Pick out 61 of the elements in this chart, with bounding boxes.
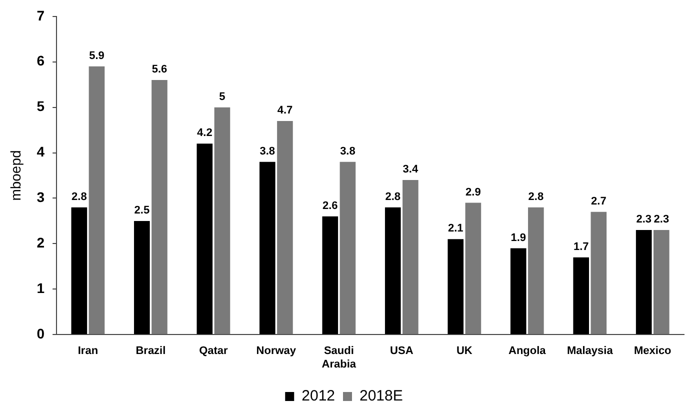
bar xyxy=(152,80,168,334)
bar xyxy=(214,107,230,334)
y-tick-label: 5 xyxy=(36,98,45,114)
legend-label: 2018E xyxy=(360,388,403,405)
y-tick-label: 2 xyxy=(36,234,45,251)
data-label: 1.9 xyxy=(510,232,526,244)
y-tick-label: 3 xyxy=(36,189,45,206)
data-label: 5 xyxy=(219,90,226,103)
x-tick-label: USA xyxy=(390,345,414,358)
bar xyxy=(448,239,464,334)
x-tick-label: Norway xyxy=(256,345,297,358)
bar xyxy=(402,180,418,334)
y-axis-title: mboepd xyxy=(7,150,24,201)
data-label: 5.6 xyxy=(152,64,168,76)
bar xyxy=(340,162,356,334)
bar xyxy=(636,230,652,334)
data-label: 3.8 xyxy=(340,145,356,158)
y-tick-label: 0 xyxy=(36,325,45,342)
bar xyxy=(573,257,590,334)
x-tick-label: Iran xyxy=(78,345,98,358)
data-label: 2.8 xyxy=(72,190,87,203)
x-tick-label: Mexico xyxy=(634,345,672,358)
x-tick-label: Malaysia xyxy=(566,345,614,358)
data-label: 3.8 xyxy=(260,145,276,158)
data-label: 2.1 xyxy=(448,222,464,235)
bar xyxy=(384,207,401,334)
y-tick-label: 7 xyxy=(36,7,45,24)
x-tick-label: Saudi Arabia xyxy=(322,345,357,370)
bar xyxy=(465,202,482,334)
x-tick-label: Qatar xyxy=(199,345,229,358)
bar xyxy=(510,248,526,334)
data-label: 2.3 xyxy=(636,214,652,226)
x-tick-label: Angola xyxy=(508,345,547,358)
bar xyxy=(590,212,607,334)
data-label: 2.8 xyxy=(385,190,401,203)
data-label: 2.6 xyxy=(322,200,338,212)
data-label: 2.9 xyxy=(466,186,481,198)
legend-label: 2012 xyxy=(302,388,336,405)
data-label: 2.5 xyxy=(134,204,150,216)
data-label: 2.7 xyxy=(591,195,606,208)
x-tick-label: Brazil xyxy=(136,345,166,358)
y-tick-label: 1 xyxy=(36,280,45,296)
data-label: 4.2 xyxy=(197,127,212,140)
bar xyxy=(88,66,105,334)
data-label: 2.8 xyxy=(528,190,544,203)
bar xyxy=(134,220,150,334)
bar xyxy=(71,207,88,334)
x-tick-label: UK xyxy=(456,345,472,358)
bar xyxy=(528,207,544,334)
bar xyxy=(322,216,338,334)
data-label: 3.4 xyxy=(402,164,419,176)
bar xyxy=(654,230,670,334)
bar xyxy=(196,144,213,334)
data-label: 4.7 xyxy=(277,104,293,116)
data-label: 1.7 xyxy=(573,240,589,253)
bar xyxy=(259,162,276,334)
bar xyxy=(277,120,293,334)
y-tick-label: 4 xyxy=(36,144,45,160)
data-label: 5.9 xyxy=(89,50,104,62)
data-label: 2.3 xyxy=(654,214,670,226)
y-tick-label: 6 xyxy=(36,52,45,69)
